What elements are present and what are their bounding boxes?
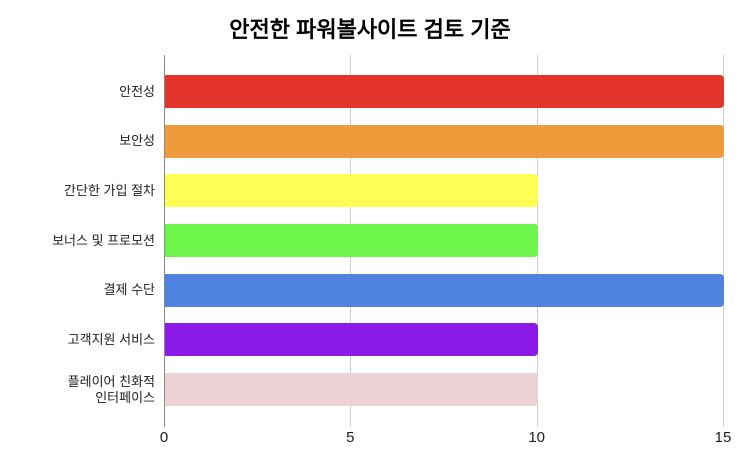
x-tick-label: 5 xyxy=(346,429,355,446)
x-tick-label: 10 xyxy=(528,429,545,446)
plot-area xyxy=(164,55,724,427)
x-tick-label: 0 xyxy=(159,429,169,446)
bar xyxy=(165,373,538,406)
bar xyxy=(165,224,538,257)
category-label: 안전성 xyxy=(119,84,155,99)
bar xyxy=(165,174,538,207)
category-label: 간단한 가입 절차 xyxy=(64,183,155,198)
bar xyxy=(165,125,724,158)
bar xyxy=(165,323,538,356)
category-label: 고객지원 서비스 xyxy=(67,332,155,347)
bar xyxy=(165,274,724,307)
axis-line xyxy=(164,55,165,427)
bar xyxy=(165,75,724,108)
chart-title: 안전한 파워볼사이트 검토 기준 xyxy=(229,17,511,42)
gridline xyxy=(723,55,724,427)
category-label: 보안성 xyxy=(119,133,155,148)
category-label: 보너스 및 프로모션 xyxy=(52,233,155,248)
category-label: 플레이어 친화적 인터페이스 xyxy=(67,374,155,405)
x-tick-label: 15 xyxy=(714,429,732,446)
category-label: 결제 수단 xyxy=(103,282,155,297)
